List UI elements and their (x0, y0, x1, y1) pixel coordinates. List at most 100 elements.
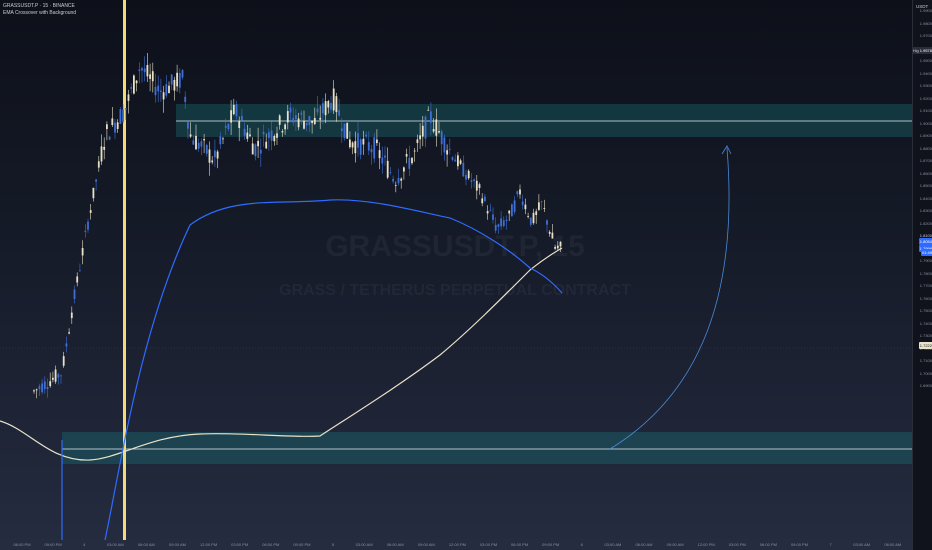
candle-up[interactable] (116, 122, 119, 129)
session-vertical-line[interactable] (123, 0, 126, 540)
candle-up[interactable] (203, 139, 205, 141)
candle-down[interactable] (381, 157, 384, 164)
candle-up[interactable] (97, 161, 100, 168)
candle-up[interactable] (435, 119, 438, 136)
candle-down[interactable] (219, 136, 222, 145)
candle-up[interactable] (286, 111, 289, 123)
resistance-zone[interactable] (176, 104, 912, 137)
candle-down[interactable] (170, 74, 173, 85)
candle-down[interactable] (187, 121, 189, 129)
indicator-title[interactable]: EMA Crossover with Background (3, 10, 77, 16)
candle-up[interactable] (532, 212, 535, 224)
candle-up[interactable] (486, 211, 489, 214)
slow-ema-line[interactable] (0, 247, 563, 461)
candle-down[interactable] (184, 96, 187, 103)
candle-down[interactable] (181, 70, 184, 78)
candle-up[interactable] (403, 167, 405, 172)
candle-up[interactable] (313, 117, 316, 125)
candle-down[interactable] (492, 214, 494, 220)
candle-up[interactable] (149, 74, 151, 79)
candle-down[interactable] (79, 270, 81, 272)
candle-down[interactable] (130, 87, 133, 89)
candle-up[interactable] (278, 115, 281, 125)
candle-down[interactable] (397, 177, 400, 184)
candle-up[interactable] (216, 151, 219, 159)
candle-up[interactable] (135, 80, 138, 84)
candle-up[interactable] (246, 132, 249, 139)
candle-up[interactable] (311, 120, 313, 124)
candle-up[interactable] (49, 381, 52, 387)
candle-up[interactable] (327, 101, 330, 108)
candle-up[interactable] (89, 210, 92, 213)
candle-down[interactable] (160, 90, 162, 93)
candle-up[interactable] (386, 160, 389, 178)
candle-up[interactable] (324, 101, 327, 116)
candle-down[interactable] (540, 201, 543, 203)
candle-up[interactable] (276, 133, 278, 138)
candle-down[interactable] (373, 137, 376, 159)
candle-up[interactable] (413, 150, 416, 152)
candle-down[interactable] (295, 115, 297, 120)
candle-up[interactable] (133, 75, 135, 94)
candle-down[interactable] (513, 200, 516, 212)
candle-up[interactable] (52, 377, 54, 380)
candle-down[interactable] (330, 102, 332, 110)
candle-down[interactable] (430, 111, 432, 123)
candle-up[interactable] (103, 146, 106, 150)
candle-up[interactable] (92, 187, 95, 199)
candle-down[interactable] (289, 107, 292, 113)
candle-up[interactable] (273, 135, 276, 142)
candle-up[interactable] (411, 157, 413, 164)
candle-down[interactable] (205, 144, 208, 154)
candle-up[interactable] (195, 135, 197, 150)
candle-up[interactable] (173, 79, 176, 91)
candle-up[interactable] (427, 109, 430, 111)
candle-down[interactable] (114, 122, 116, 133)
candle-up[interactable] (421, 125, 424, 137)
candle-up[interactable] (33, 390, 35, 392)
candle-up[interactable] (354, 141, 357, 154)
candle-down[interactable] (143, 68, 146, 73)
candle-up[interactable] (376, 139, 378, 144)
candle-up[interactable] (54, 369, 57, 382)
candle-down[interactable] (454, 159, 457, 162)
candle-up[interactable] (189, 134, 192, 137)
support-zone[interactable] (62, 432, 912, 464)
candle-down[interactable] (200, 141, 203, 147)
candle-down[interactable] (305, 122, 308, 126)
candle-up[interactable] (265, 141, 268, 149)
candle-down[interactable] (235, 104, 238, 117)
candle-up[interactable] (481, 198, 484, 204)
candle-up[interactable] (467, 170, 470, 179)
candle-up[interactable] (556, 245, 559, 249)
candle-down[interactable] (502, 220, 505, 226)
candle-down[interactable] (465, 174, 467, 180)
candle-up[interactable] (378, 150, 381, 159)
candle-up[interactable] (554, 246, 556, 249)
candle-up[interactable] (527, 216, 529, 217)
candle-down[interactable] (505, 219, 508, 221)
candle-down[interactable] (119, 109, 122, 124)
candle-down[interactable] (516, 191, 519, 195)
candle-up[interactable] (238, 121, 241, 128)
candle-up[interactable] (284, 124, 286, 130)
candle-up[interactable] (297, 118, 300, 128)
candle-down[interactable] (138, 69, 141, 72)
candle-up[interactable] (394, 185, 397, 187)
candle-up[interactable] (438, 131, 440, 133)
candle-up[interactable] (543, 208, 546, 209)
candle-up[interactable] (151, 71, 154, 82)
candle-down[interactable] (108, 136, 111, 140)
candle-up[interactable] (405, 154, 408, 157)
candle-down[interactable] (292, 117, 295, 123)
candle-down[interactable] (254, 144, 257, 157)
candle-down[interactable] (122, 109, 124, 122)
candle-down[interactable] (197, 142, 200, 149)
candle-down[interactable] (38, 386, 41, 389)
price-chart-canvas[interactable] (0, 0, 912, 550)
candle-up[interactable] (478, 184, 481, 188)
candle-up[interactable] (346, 122, 349, 139)
candle-down[interactable] (451, 157, 454, 160)
candle-down[interactable] (473, 179, 475, 181)
candle-down[interactable] (300, 112, 303, 115)
